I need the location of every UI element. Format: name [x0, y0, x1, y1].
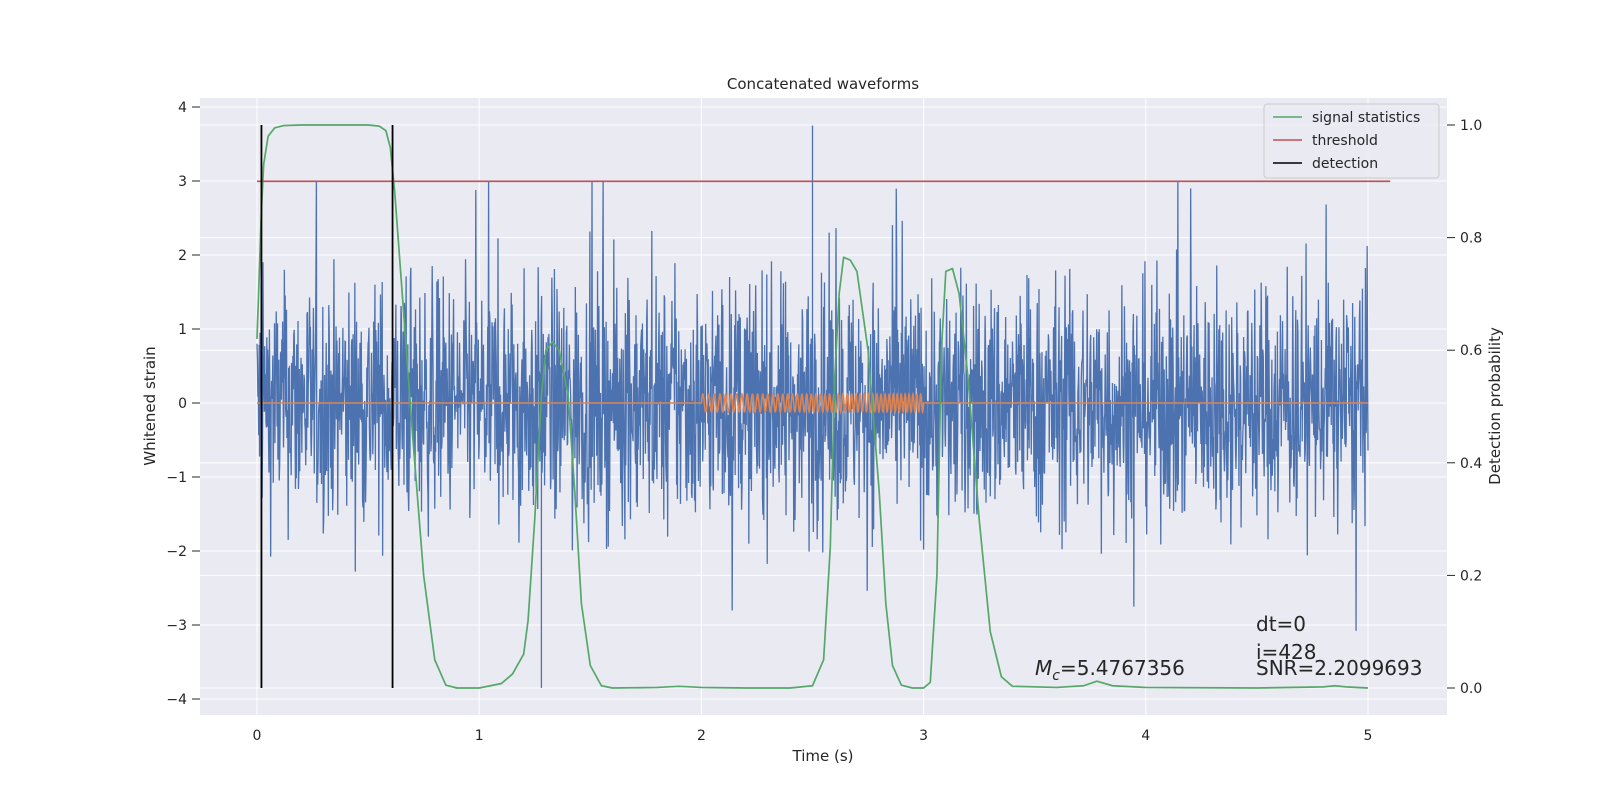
x-tick-label-2: 2 [697, 728, 706, 744]
y2-tick-label-2: 0.4 [1460, 456, 1482, 472]
annotation-mc-subscript: c [1052, 668, 1060, 684]
y2-tick-label-5: 1.0 [1460, 118, 1482, 134]
annotation-snr: SNR=2.2099693 [1256, 656, 1422, 680]
y-tick-label-1: −3 [166, 618, 187, 634]
y-axis-label: Whitened strain [141, 346, 159, 465]
annotation-dt: dt=0 [1256, 612, 1306, 636]
x-tick-label-5: 5 [1364, 728, 1373, 744]
template-series [257, 391, 1368, 415]
x-tick-label-3: 3 [919, 728, 928, 744]
y2-tick-label-0: 0.0 [1460, 681, 1482, 697]
y-tick-label-5: 1 [178, 322, 187, 338]
annotation-mc-symbol: M [1035, 656, 1052, 680]
y2-tick-label-3: 0.6 [1460, 343, 1482, 359]
y-tick-label-3: −1 [166, 470, 187, 486]
strain-line [256, 125, 1369, 688]
legend-label-threshold: threshold [1312, 133, 1378, 149]
axes: 0 1 2 3 4 5 −4 −3 −2 −1 0 1 2 3 4 0.0 0.2 0.4 0.6 0.8 1.0 [166, 100, 1482, 744]
annotation-index: i=428 [1256, 640, 1317, 664]
legend-label-statistics: signal statistics [1312, 110, 1420, 126]
template-line [257, 391, 1368, 415]
legend: signal statistics threshold detection [1263, 103, 1440, 179]
x-tick-label-0: 0 [253, 728, 262, 744]
chart-title: Concatenated waveforms [727, 75, 919, 93]
annotation-chirp-mass: Mc=5.4767356 [1035, 656, 1185, 684]
y-tick-label-6: 2 [178, 248, 187, 264]
legend-label-detection: detection [1312, 156, 1378, 172]
y-tick-label-8: 4 [178, 100, 187, 116]
x-tick-label-1: 1 [475, 728, 484, 744]
annotation-mc-value: =5.4767356 [1060, 656, 1185, 680]
x-axis-label: Time (s) [792, 747, 854, 765]
x-tick-label-4: 4 [1141, 728, 1150, 744]
legend-box [1263, 103, 1440, 179]
y2-tick-label-1: 0.2 [1460, 568, 1482, 584]
detection-series [260, 125, 394, 688]
y2-axis-label: Detection probability [1486, 327, 1504, 485]
y-tick-label-7: 3 [178, 174, 187, 190]
y-tick-label-0: −4 [166, 692, 187, 708]
y-tick-label-2: −2 [166, 544, 187, 560]
y-tick-label-4: 0 [178, 396, 187, 412]
y2-tick-label-4: 0.8 [1460, 231, 1482, 247]
strain-series [256, 125, 1369, 688]
